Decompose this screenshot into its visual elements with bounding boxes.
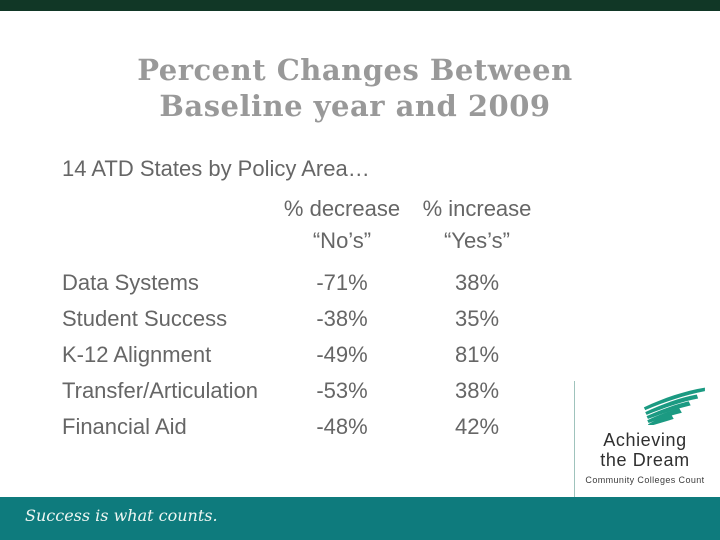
row-label: Data Systems	[62, 270, 199, 295]
subheader-spacer	[62, 228, 277, 254]
logo-tagline: Community Colleges Count	[585, 475, 705, 485]
top-accent-bar	[0, 0, 720, 11]
row-label: Student Success	[62, 306, 228, 331]
row-increase-value: 42%	[454, 414, 500, 439]
table-subheader-row: “No’s” “Yes’s”	[62, 228, 562, 254]
table-header-row: % decrease % increase	[62, 196, 562, 222]
row-decrease-value: -49%	[316, 342, 368, 367]
slide-body: 14 ATD States by Policy Area… % decrease…	[62, 156, 562, 450]
row-decrease-value: -38%	[316, 306, 368, 331]
logo-name-line1: Achieving	[603, 430, 687, 450]
row-decrease-value: -48%	[316, 414, 368, 439]
table-row: Data Systems -71% 38%	[62, 270, 562, 296]
table-row: K-12 Alignment -49% 81%	[62, 342, 562, 368]
intro-line: 14 ATD States by Policy Area…	[62, 156, 562, 182]
row-increase-value: 38%	[454, 378, 500, 403]
row-label: K-12 Alignment	[62, 342, 212, 367]
row-increase-value: 81%	[454, 342, 500, 367]
wing-icon	[637, 387, 705, 427]
row-decrease-value: -71%	[316, 270, 368, 295]
row-decrease-value: -53%	[316, 378, 368, 403]
row-increase-value: 38%	[454, 270, 500, 295]
row-label: Transfer/Articulation	[62, 378, 259, 403]
row-increase-value: 35%	[454, 306, 500, 331]
header-spacer	[62, 196, 277, 222]
slide-title-line1: Percent Changes Between	[137, 53, 573, 87]
footer-tagline: Success is what counts.	[25, 506, 218, 525]
table-row: Student Success -38% 35%	[62, 306, 562, 332]
intro-text: 14 ATD States by Policy Area…	[62, 156, 370, 181]
slide-title: Percent Changes Between Baseline year an…	[0, 52, 710, 124]
column-subheader-yess: “Yes’s”	[443, 228, 511, 253]
table-row: Transfer/Articulation -53% 38%	[62, 378, 562, 404]
column-subheader-nos: “No’s”	[312, 228, 372, 253]
logo-divider-line	[574, 381, 575, 497]
column-header-increase: % increase	[422, 196, 532, 221]
footer-bar: Success is what counts.	[0, 497, 720, 540]
row-label: Financial Aid	[62, 414, 187, 439]
column-header-decrease: % decrease	[283, 196, 401, 221]
slide-title-line2: Baseline year and 2009	[159, 89, 551, 123]
table-row: Financial Aid -48% 42%	[62, 414, 562, 440]
logo-name-line2: the Dream	[600, 450, 690, 470]
